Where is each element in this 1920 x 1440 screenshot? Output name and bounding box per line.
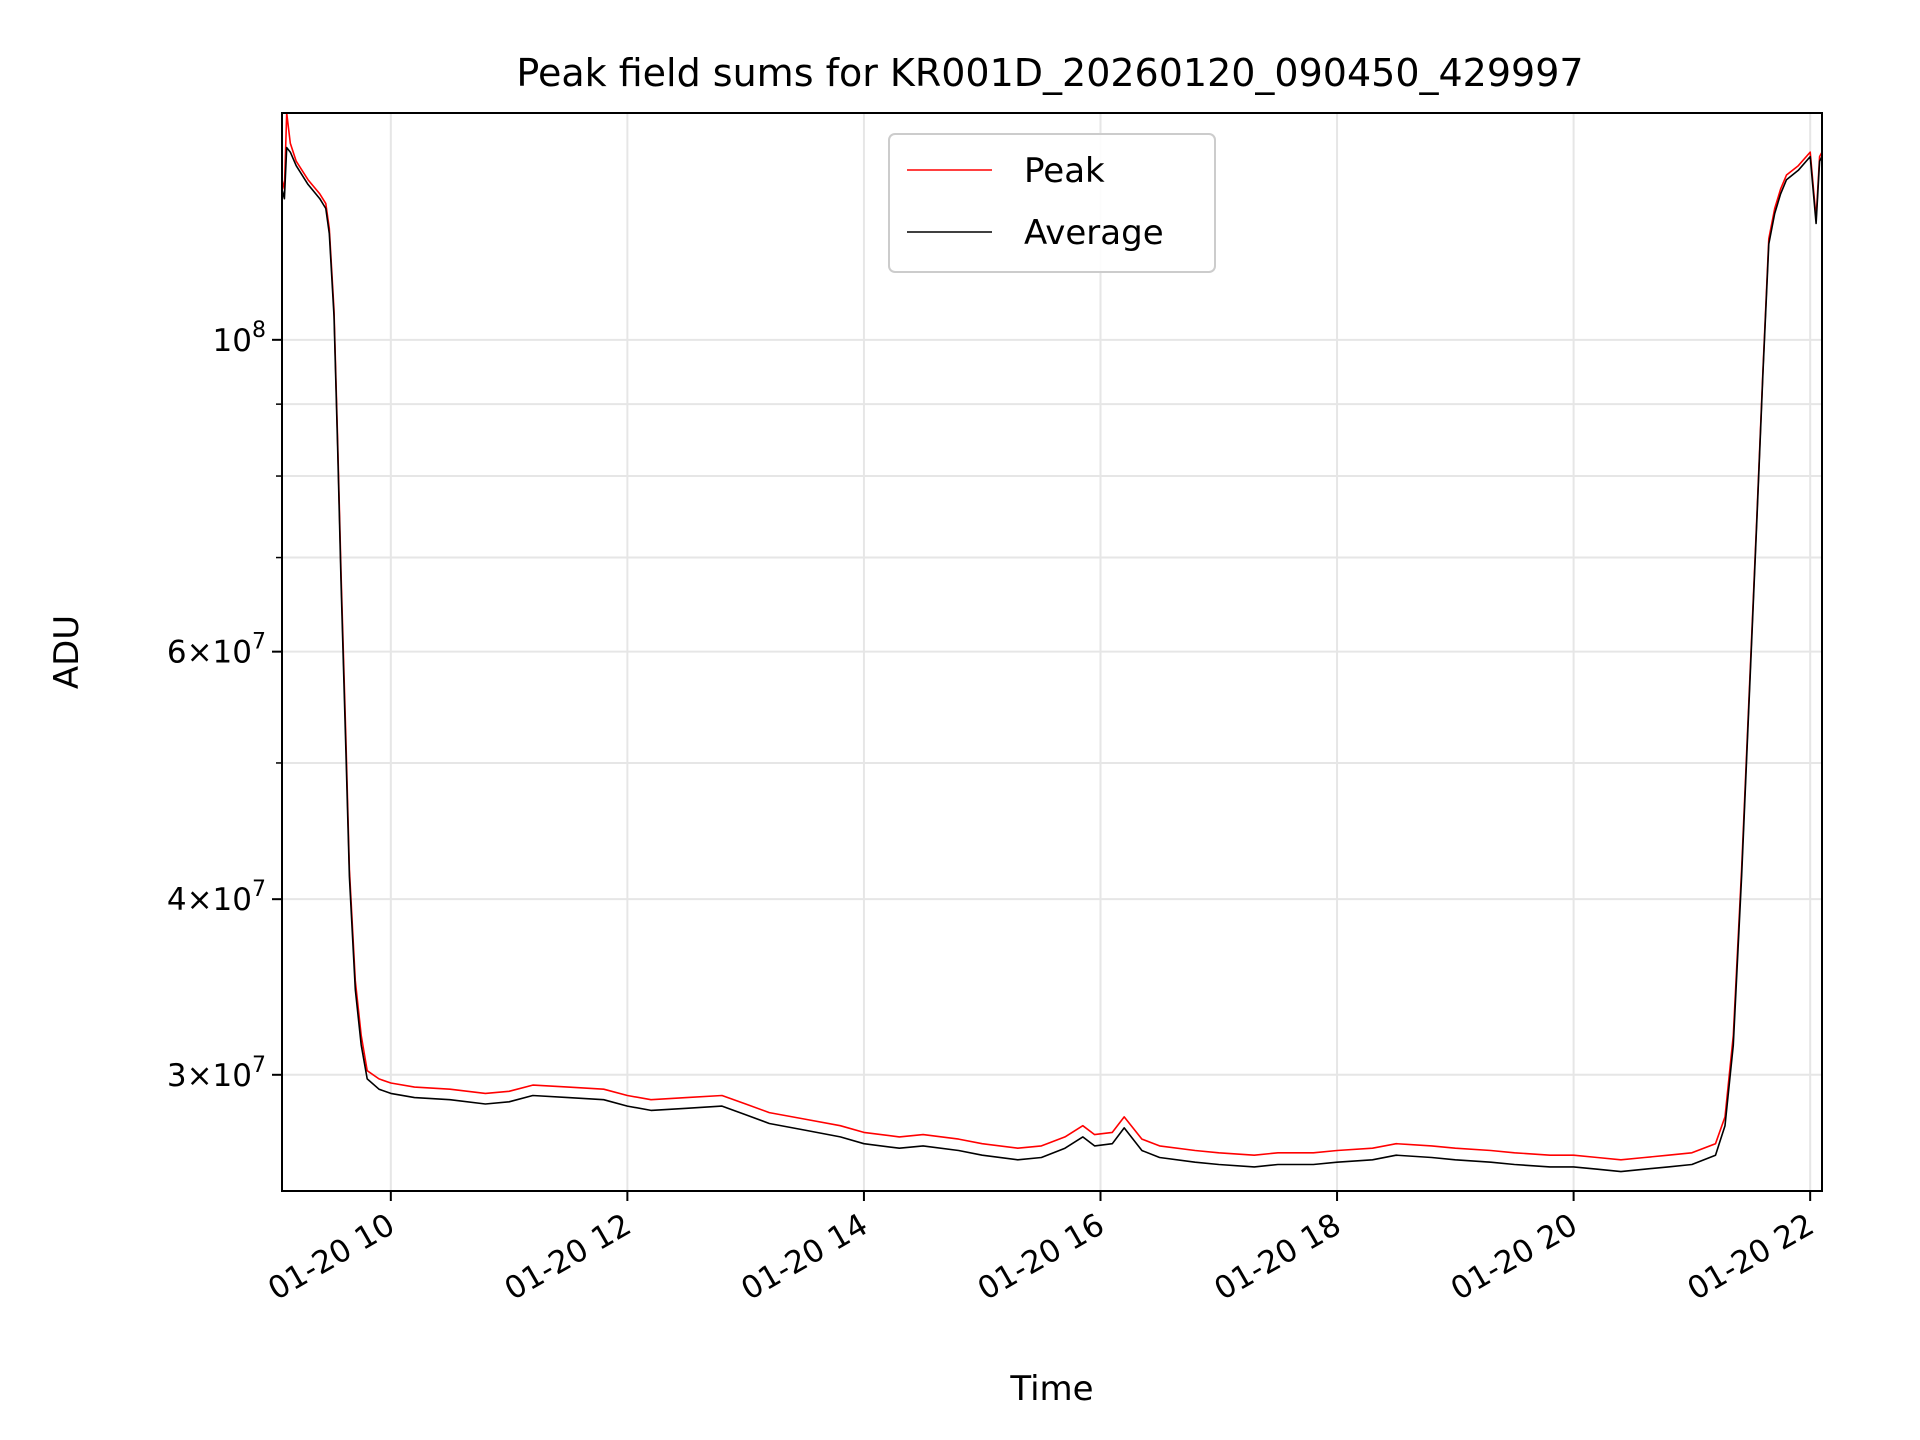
legend-peak-label: Peak: [1024, 151, 1105, 191]
y-tick-label: 108: [213, 318, 266, 359]
series-average-line: [282, 146, 1822, 1173]
legend-average-label: Average: [1024, 213, 1164, 253]
y-tick-label: 4×107: [167, 877, 266, 918]
x-axis-label: Time: [1009, 1369, 1093, 1409]
series-layer: [282, 113, 1822, 1173]
legend: Peak Average: [888, 133, 1216, 273]
grid-layer: [282, 113, 1822, 1191]
chart-title: Peak field sums for KR001D_20260120_0904…: [516, 51, 1583, 95]
y-axis-label: ADU: [47, 615, 87, 689]
y-axis: 3×107 4×107 6×107 108: [167, 318, 282, 1094]
y-tick-label: 6×107: [167, 630, 266, 671]
legend-box: [888, 133, 1216, 273]
y-tick-label: 3×107: [167, 1053, 266, 1094]
